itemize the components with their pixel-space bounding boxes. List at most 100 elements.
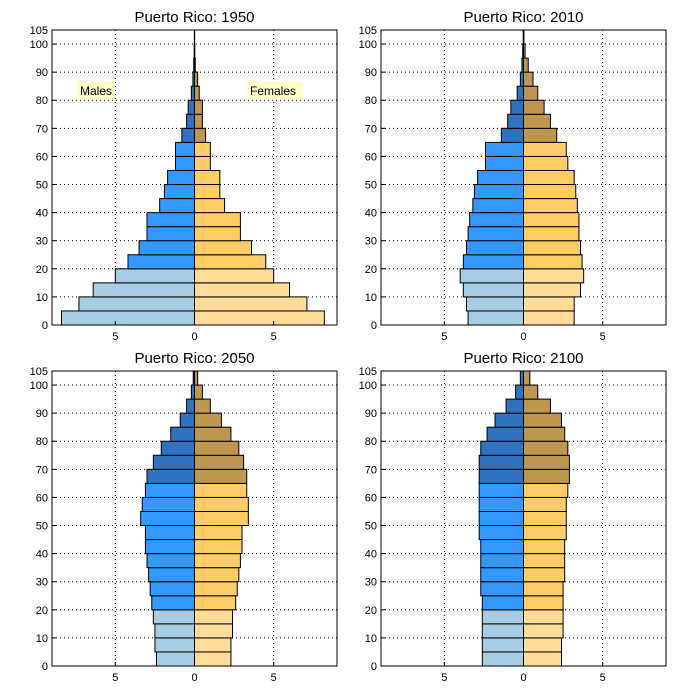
male-bar bbox=[144, 482, 196, 498]
y-tick-label: 105 bbox=[359, 366, 377, 378]
x-tick-label: 5 bbox=[600, 672, 606, 684]
female-bar bbox=[523, 440, 569, 456]
male-bar bbox=[481, 651, 525, 667]
female-bar bbox=[523, 99, 545, 115]
male-bar bbox=[146, 468, 195, 484]
x-tick-label: 0 bbox=[520, 672, 526, 684]
y-tick-label: 0 bbox=[42, 661, 48, 673]
male-bar bbox=[466, 296, 524, 312]
female-bar bbox=[523, 296, 575, 312]
male-bar bbox=[175, 155, 195, 171]
female-bar bbox=[523, 310, 575, 326]
bars bbox=[61, 29, 325, 326]
bars bbox=[459, 29, 585, 326]
male-bar bbox=[480, 581, 524, 597]
y-tick-label: 105 bbox=[359, 25, 377, 37]
male-bar bbox=[485, 141, 524, 157]
male-bar bbox=[478, 454, 524, 470]
legend: Males Females bbox=[77, 81, 303, 99]
female-bar bbox=[194, 496, 249, 512]
y-tick-label: 40 bbox=[365, 208, 377, 220]
female-bar bbox=[523, 651, 562, 667]
female-bar bbox=[194, 468, 248, 484]
male-bar bbox=[507, 113, 524, 129]
y-tick-label: 30 bbox=[365, 577, 377, 589]
female-bar bbox=[523, 384, 539, 400]
female-bar bbox=[523, 482, 569, 498]
male-bar bbox=[480, 553, 524, 569]
female-bar bbox=[523, 468, 570, 484]
y-tick-label: 40 bbox=[365, 549, 377, 561]
male-bar bbox=[494, 412, 524, 428]
male-bar bbox=[467, 310, 525, 326]
female-bar bbox=[194, 268, 275, 284]
male-bar bbox=[481, 595, 525, 611]
male-bar bbox=[146, 212, 195, 228]
y-tick-label: 100 bbox=[359, 380, 377, 392]
male-bar bbox=[187, 99, 196, 115]
y-tick-label: 105 bbox=[30, 366, 48, 378]
y-tick-label: 50 bbox=[365, 180, 377, 192]
male-bar bbox=[478, 525, 524, 541]
male-bar bbox=[152, 454, 195, 470]
y-ticks: 0 10 20 30 40 50 60 70 80 90 100 105 bbox=[359, 366, 385, 673]
x-tick-label: 5 bbox=[441, 331, 447, 343]
female-bar bbox=[523, 254, 583, 270]
y-tick-label: 20 bbox=[365, 605, 377, 617]
female-bar bbox=[194, 296, 308, 312]
female-bar bbox=[194, 412, 222, 428]
male-bar bbox=[480, 567, 524, 583]
male-bar bbox=[175, 141, 195, 157]
male-bar bbox=[179, 412, 195, 428]
female-bar bbox=[194, 623, 233, 639]
male-bar bbox=[144, 525, 196, 541]
male-bar bbox=[481, 609, 525, 625]
y-ticks: 0 10 20 30 40 50 60 70 80 90 100 105 bbox=[359, 25, 385, 332]
female-bar bbox=[523, 282, 581, 298]
female-bar bbox=[194, 525, 243, 541]
male-bar bbox=[478, 496, 524, 512]
female-bar bbox=[194, 254, 267, 270]
male-bar bbox=[114, 268, 195, 284]
y-tick-label: 10 bbox=[36, 633, 48, 645]
male-bar bbox=[481, 623, 525, 639]
female-bar bbox=[194, 282, 290, 298]
y-tick-label: 20 bbox=[36, 605, 48, 617]
male-bar bbox=[472, 198, 525, 214]
female-bar bbox=[523, 71, 534, 87]
female-bar bbox=[523, 57, 529, 73]
female-bar bbox=[523, 525, 567, 541]
y-tick-label: 10 bbox=[36, 292, 48, 304]
y-tick-label: 30 bbox=[36, 236, 48, 248]
male-bar bbox=[140, 510, 196, 527]
y-tick-label: 80 bbox=[365, 95, 377, 107]
y-tick-label: 70 bbox=[36, 464, 48, 476]
panel-title: Puerto Rico: 2010 bbox=[463, 9, 583, 26]
female-bar bbox=[523, 426, 566, 442]
x-tick-label: 5 bbox=[600, 331, 606, 343]
y-tick-label: 105 bbox=[30, 25, 48, 37]
y-ticks: 0 10 20 30 40 50 60 70 80 90 100 105 bbox=[30, 366, 56, 673]
male-bar bbox=[148, 567, 195, 583]
x-tick-label: 5 bbox=[271, 331, 277, 343]
male-bar bbox=[154, 623, 196, 639]
x-tick-label: 5 bbox=[112, 331, 118, 343]
female-bar bbox=[194, 384, 203, 400]
female-bar bbox=[523, 370, 531, 386]
male-bar bbox=[141, 496, 195, 512]
female-bar bbox=[523, 539, 566, 555]
female-bar bbox=[194, 595, 237, 611]
male-bar bbox=[467, 226, 525, 242]
female-bar bbox=[523, 113, 551, 129]
female-bar bbox=[194, 99, 203, 115]
female-bar bbox=[523, 169, 575, 186]
male-bar bbox=[515, 384, 524, 400]
female-bar bbox=[523, 609, 564, 625]
male-bar bbox=[138, 240, 195, 256]
female-bar bbox=[194, 113, 203, 129]
y-tick-label: 80 bbox=[36, 436, 48, 448]
female-bar bbox=[194, 510, 249, 527]
x-tick-label: 0 bbox=[191, 331, 197, 343]
